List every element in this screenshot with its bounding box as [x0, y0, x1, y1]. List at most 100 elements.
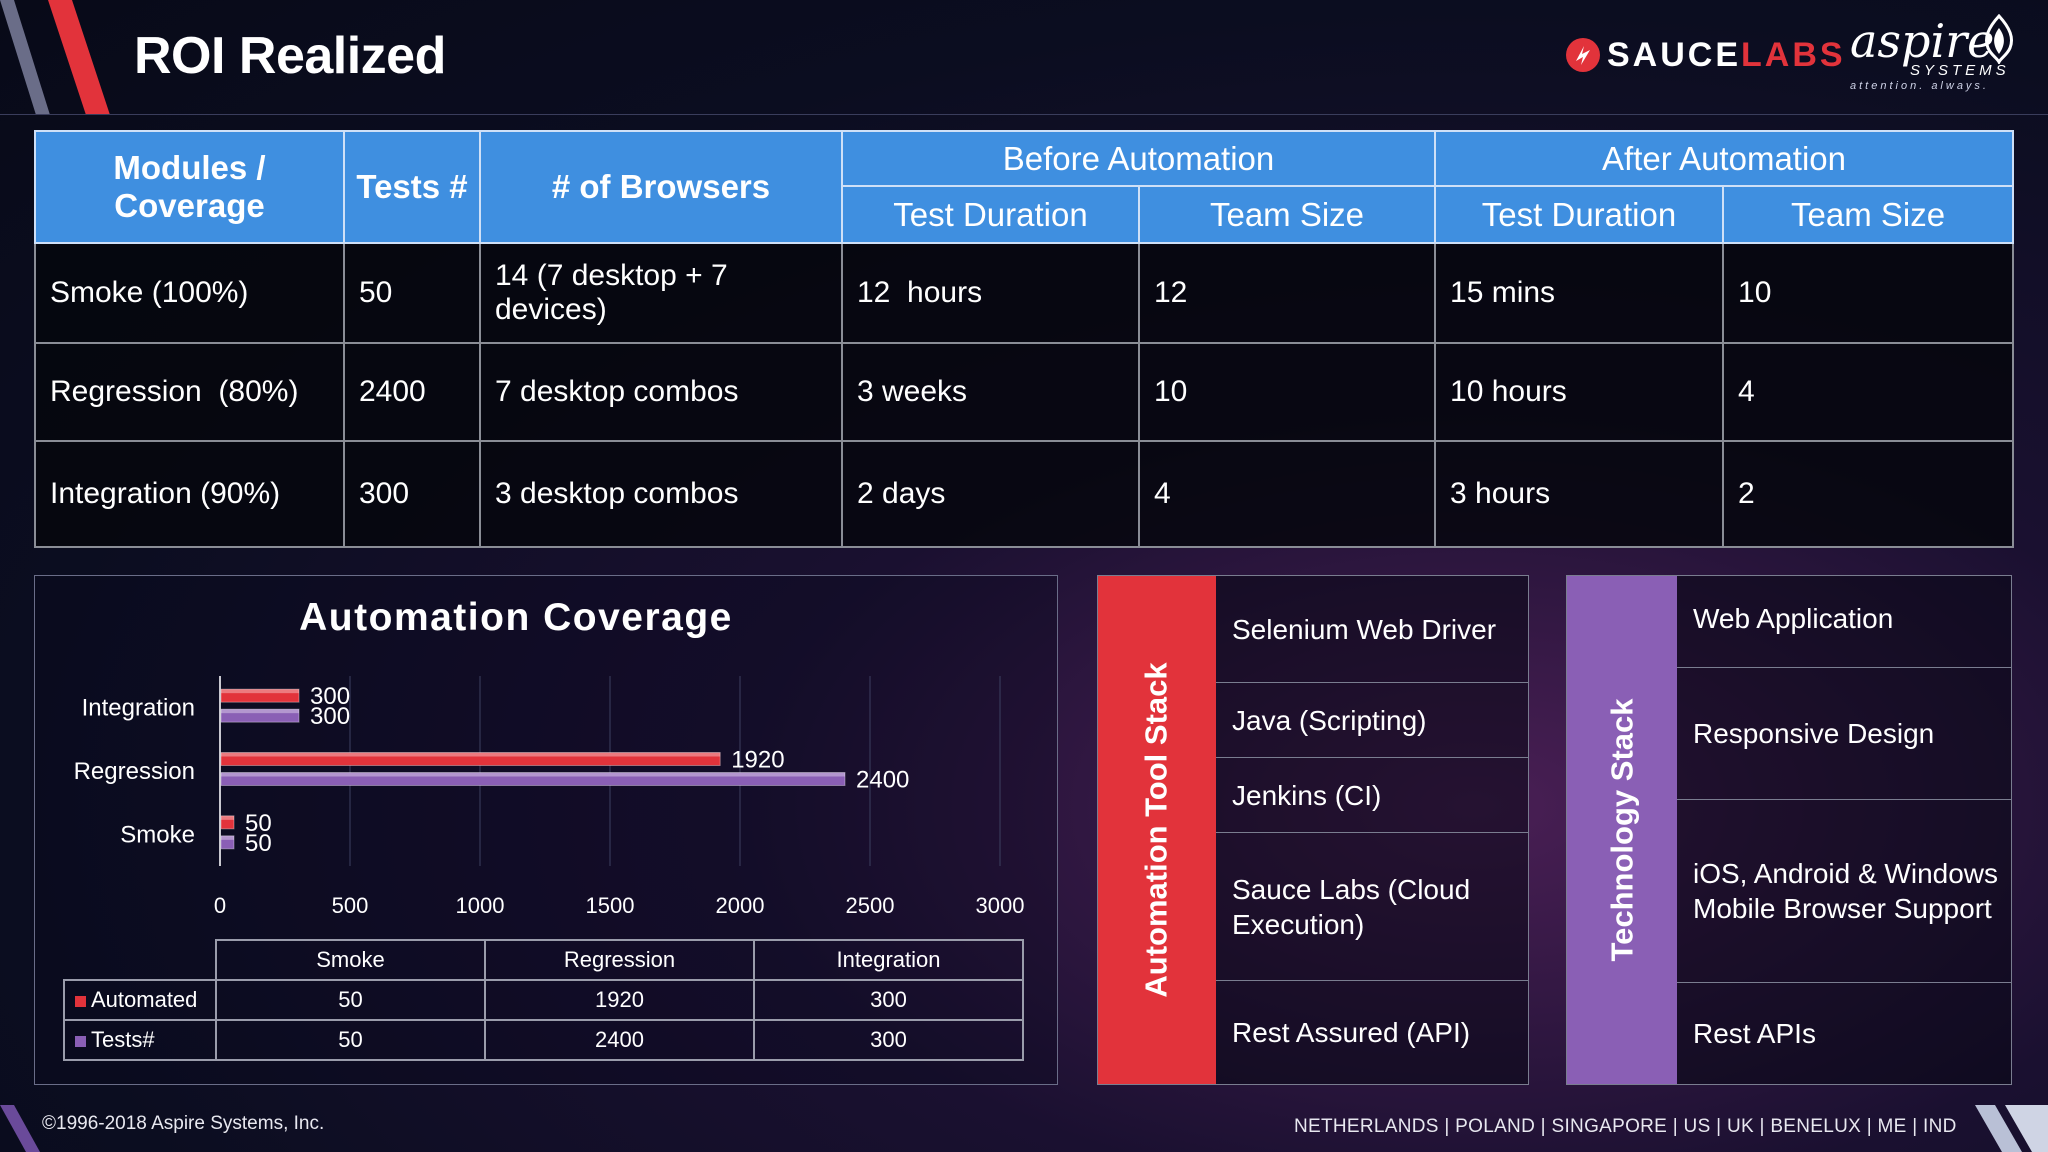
- cell-module: Smoke (100%): [34, 242, 345, 344]
- cell-before-duration: 2 days: [841, 440, 1140, 548]
- y-category-label: Integration: [82, 695, 195, 722]
- data-table-col-header: Regression: [484, 939, 755, 981]
- data-label: 1920: [731, 747, 784, 774]
- tech-stack-side-label: Technology Stack: [1567, 576, 1677, 1084]
- x-tick-label: 1000: [456, 893, 505, 918]
- bar-tests: [220, 708, 300, 723]
- x-tick-label: 2500: [846, 893, 895, 918]
- table-row: Integration (90%) 300 3 desktop combos 2…: [34, 440, 2015, 548]
- list-item: iOS, Android & Windows Mobile Browser Su…: [1677, 800, 2011, 983]
- header-divider: [0, 114, 2048, 115]
- data-table-corner: [64, 940, 216, 980]
- x-tick-label: 0: [214, 893, 226, 918]
- bar-tests: [220, 835, 235, 850]
- bar-automated: [220, 688, 300, 703]
- header-before-automation: Before Automation: [840, 130, 1437, 187]
- header-modules: Modules / Coverage: [34, 130, 345, 244]
- automation-coverage-chart: 0 500 1000 1500 2000 2500 3000 Integration 300 30…: [34, 575, 1058, 1085]
- footer-slash-left: [0, 1105, 40, 1152]
- list-item: Java (Scripting): [1216, 683, 1528, 758]
- x-tick-label: 1500: [586, 893, 635, 918]
- data-table-col-header: Smoke: [215, 939, 486, 981]
- saucelabs-logo: SAUCE LABS: [1565, 34, 1846, 76]
- list-item: Selenium Web Driver: [1216, 576, 1528, 683]
- table-row: Automated 50 1920 300: [63, 979, 1024, 1021]
- list-item: Rest Assured (API): [1232, 1017, 1471, 1048]
- header-after-test-duration: Test Duration: [1434, 185, 1725, 244]
- x-tick-label: 2000: [716, 893, 765, 918]
- cell-after-duration: 3 hours: [1434, 440, 1725, 548]
- data-label: 300: [310, 683, 350, 710]
- cell-after-team: 4: [1722, 342, 2015, 442]
- header-after-team-size: Team Size: [1722, 185, 2015, 244]
- tech-stack-label: Technology Stack: [1604, 698, 1639, 962]
- legend-tests: Tests#: [63, 1019, 217, 1061]
- y-category-label: Smoke: [120, 821, 195, 848]
- bar-highlight: [221, 815, 234, 820]
- header-before-team-size: Team Size: [1137, 185, 1437, 244]
- cell-before-duration: 12 hours: [841, 242, 1140, 344]
- cell-after-team: 2: [1722, 440, 2015, 548]
- table-row: Smoke (100%) 50 14 (7 desktop + 7 device…: [34, 242, 2015, 344]
- tool-stack-label: Automation Tool Stack: [1139, 662, 1175, 998]
- footer-slash-right: [1975, 1105, 2048, 1152]
- legend-automated: Automated: [63, 979, 217, 1021]
- bar-automated: [220, 752, 721, 766]
- aspire-systems-logo: aspire SYSTEMS attention. always.: [1850, 14, 2020, 96]
- data-table-cell: 300: [753, 979, 1024, 1021]
- header-after-automation: After Automation: [1434, 130, 2015, 187]
- chart-title: Automation Coverage: [299, 596, 733, 639]
- data-table-cell: 50: [215, 1019, 486, 1061]
- data-table-cell: 300: [753, 1019, 1024, 1061]
- legend-swatch-automated: [75, 995, 86, 1007]
- table-row: Tests# 50 2400 300: [63, 1019, 1024, 1061]
- chart-canvas: 0 500 1000 1500 2000 2500 3000 Integration 30030…: [74, 676, 1025, 918]
- data-label: 50: [245, 830, 272, 857]
- data-table-cell: 1920: [484, 979, 755, 1021]
- cell-module: Regression (80%): [34, 342, 345, 442]
- bar-highlight: [221, 772, 845, 777]
- legend-label: Automated: [91, 987, 198, 1012]
- cell-tests: 300: [343, 440, 481, 548]
- legend-swatch-tests: [75, 1035, 86, 1047]
- cell-tests: 50: [343, 242, 481, 344]
- legend-label: Tests#: [91, 1027, 155, 1052]
- bar-automated: [220, 815, 235, 830]
- header-browsers: # of Browsers: [479, 130, 843, 244]
- data-table-cell: 2400: [484, 1019, 755, 1061]
- cell-before-team: 4: [1137, 440, 1437, 548]
- table-row: Regression (80%) 2400 7 desktop combos 3…: [34, 342, 2015, 442]
- bar-highlight: [221, 752, 721, 757]
- data-label: 300: [310, 703, 350, 730]
- bar-tests: [220, 772, 846, 786]
- list-item: Rest APIs: [1693, 1018, 1816, 1049]
- cell-browsers: 14 (7 desktop + 7 devices): [479, 242, 843, 344]
- corner-slash-decoration: [0, 0, 110, 115]
- data-label: 2400: [856, 767, 909, 794]
- aspire-logo-word: aspire: [1850, 14, 1995, 68]
- list-item: Responsive Design: [1677, 668, 2011, 800]
- bar-highlight: [221, 709, 299, 714]
- saucelabs-logo-labs: LABS: [1741, 35, 1846, 74]
- cell-after-duration: 10 hours: [1434, 342, 1725, 442]
- aspire-logo-tagline: attention. always.: [1850, 80, 1989, 92]
- cell-before-duration: 3 weeks: [841, 342, 1140, 442]
- x-tick-label: 3000: [976, 893, 1025, 918]
- cell-browsers: 7 desktop combos: [479, 342, 843, 442]
- header-tests: Tests #: [343, 130, 481, 244]
- cell-tests: 2400: [343, 342, 481, 442]
- cell-after-duration: 15 mins: [1434, 242, 1725, 344]
- aspire-flame-icon: [1984, 14, 2014, 64]
- aspire-logo-systems: SYSTEMS: [1910, 62, 2010, 79]
- list-item: Web Application: [1677, 576, 2011, 668]
- cell-before-team: 12: [1137, 242, 1437, 344]
- footer-countries: NETHERLANDS | POLAND | SINGAPORE | US | …: [1294, 1116, 1957, 1137]
- data-table-col-header: Integration: [753, 939, 1024, 981]
- saucelabs-logo-sauce: SAUCE: [1607, 35, 1742, 74]
- cell-after-team: 10: [1722, 242, 2015, 344]
- list-item: Sauce Labs (Cloud Execution): [1216, 833, 1528, 981]
- cell-module: Integration (90%): [34, 440, 345, 548]
- saucelabs-flame-icon: [1566, 38, 1600, 72]
- tool-stack-side-label: Automation Tool Stack: [1098, 576, 1216, 1084]
- roi-table: Modules / Coverage Tests # # of Browsers…: [34, 130, 2015, 548]
